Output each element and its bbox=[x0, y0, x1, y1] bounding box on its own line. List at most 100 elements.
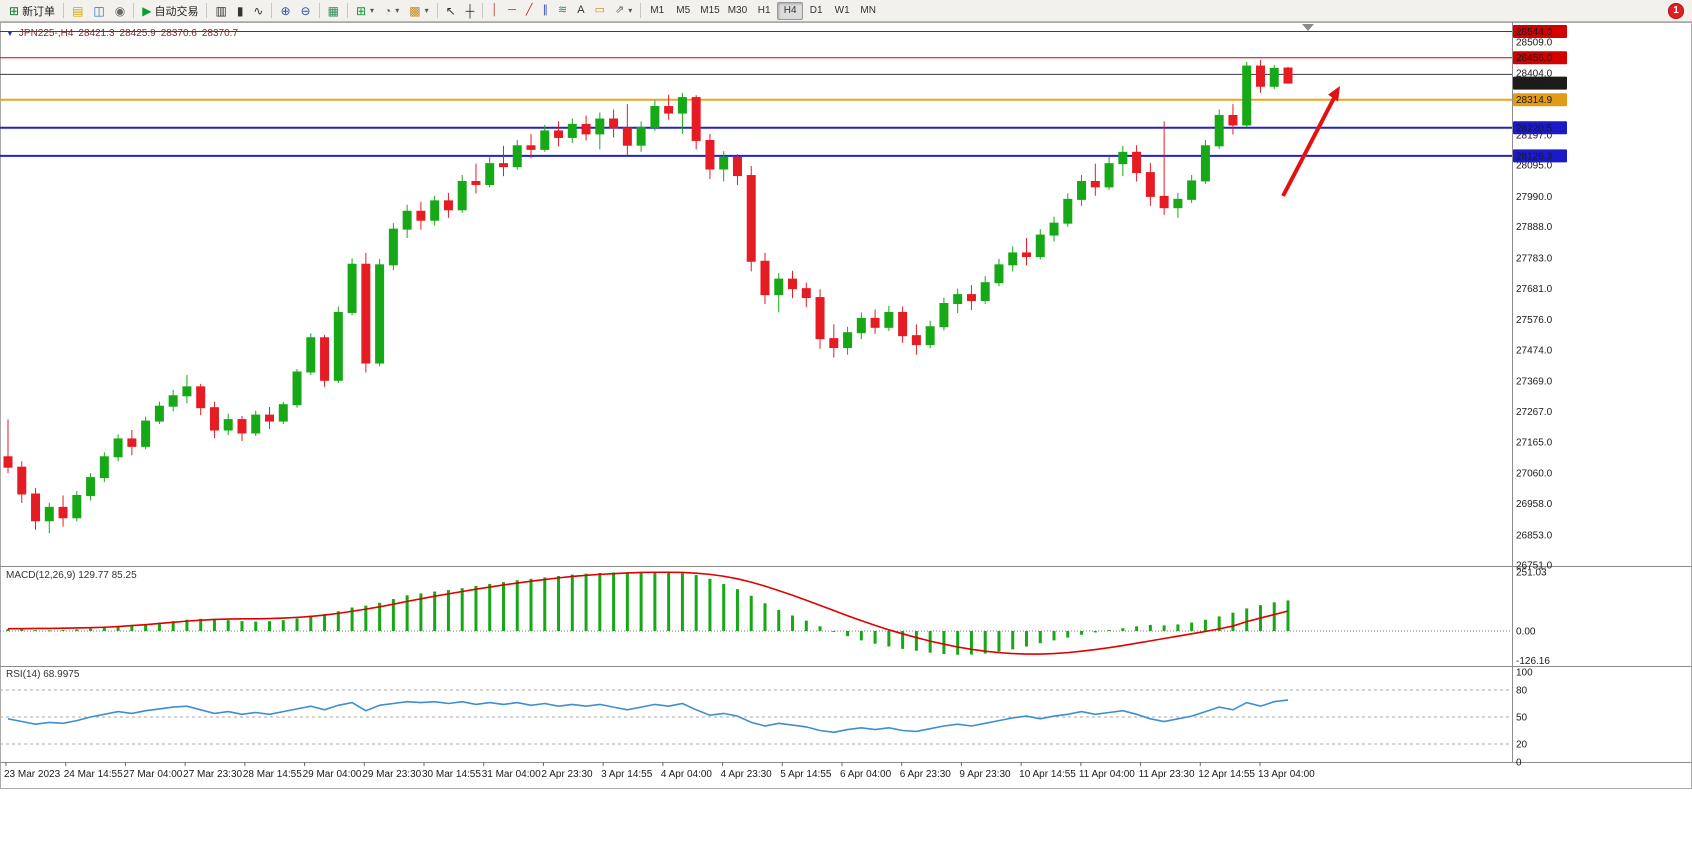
svg-text:11 Apr 23:30: 11 Apr 23:30 bbox=[1139, 769, 1195, 780]
tile-windows-icon: ▦ bbox=[327, 3, 339, 18]
add-indicator-icon: ⊞ bbox=[355, 3, 367, 18]
svg-text:28404.0: 28404.0 bbox=[1516, 69, 1553, 80]
svg-text:31 Mar 04:00: 31 Mar 04:00 bbox=[482, 769, 541, 780]
fibonacci-tool-button[interactable]: ≋ bbox=[553, 1, 572, 20]
price-badge bbox=[1513, 25, 1567, 39]
svg-text:27267.0: 27267.0 bbox=[1516, 407, 1553, 418]
level-lines[interactable] bbox=[0, 31, 1512, 157]
svg-text:27369.0: 27369.0 bbox=[1516, 377, 1553, 388]
svg-text:251.03: 251.03 bbox=[1516, 568, 1547, 579]
add-indicator-button[interactable]: ⊞ ▾ bbox=[351, 1, 379, 20]
cursor-tool-button[interactable]: ↖ bbox=[441, 1, 461, 20]
vertical-line-tool-button[interactable]: │ bbox=[486, 1, 503, 20]
zoom-in-button[interactable]: ⊕ bbox=[275, 1, 295, 20]
svg-text:2 Apr 23:30: 2 Apr 23:30 bbox=[541, 769, 593, 780]
channel-tool-button[interactable]: ∥ bbox=[538, 1, 554, 20]
tile-windows-button[interactable]: ▦ bbox=[323, 1, 344, 20]
svg-text:6 Apr 04:00: 6 Apr 04:00 bbox=[840, 769, 892, 780]
toolbar-separator bbox=[206, 3, 208, 18]
svg-text:28509.0: 28509.0 bbox=[1516, 37, 1553, 48]
timeframe-w1-button[interactable]: W1 bbox=[829, 2, 855, 20]
candles[interactable] bbox=[3, 60, 1293, 534]
arrows-shapes-icon: ⇗ bbox=[615, 4, 625, 16]
svg-text:4 Apr 04:00: 4 Apr 04:00 bbox=[661, 769, 713, 780]
svg-text:27474.0: 27474.0 bbox=[1516, 345, 1553, 356]
rsi-panel[interactable]: 100 80 50 20 0 bbox=[0, 668, 1533, 769]
svg-text:27990.0: 27990.0 bbox=[1516, 192, 1553, 203]
svg-text:13 Apr 04:00: 13 Apr 04:00 bbox=[1258, 769, 1315, 780]
template-button[interactable]: ▩ ▾ bbox=[404, 1, 433, 20]
candlestick-mode-button[interactable]: ▮ bbox=[232, 1, 249, 20]
timeframe-mn-button[interactable]: MN bbox=[855, 2, 881, 20]
ohlc-close: 28370.7 bbox=[201, 28, 239, 39]
svg-text:10 Apr 14:55: 10 Apr 14:55 bbox=[1019, 769, 1076, 780]
new-chart-button[interactable]: ▤ bbox=[67, 1, 88, 20]
cursor-icon: ↖ bbox=[445, 3, 456, 18]
channel-icon: ∥ bbox=[542, 4, 549, 16]
svg-text:28370.7: 28370.7 bbox=[1516, 79, 1553, 90]
line-chart-mode-button[interactable]: ∿ bbox=[248, 1, 268, 20]
new-order-button[interactable]: ⊞ 新订单 bbox=[4, 1, 60, 20]
trendline-tool-button[interactable]: ╱ bbox=[521, 1, 538, 20]
macd-panel[interactable]: 251.03 0.00 -126.16 bbox=[0, 568, 1550, 668]
annotations bbox=[1281, 24, 1340, 197]
timeframe-m1-button[interactable]: M1 bbox=[644, 2, 670, 20]
chart-frame bbox=[0, 22, 1692, 789]
navigator-button[interactable]: ◉ bbox=[110, 1, 130, 20]
profiles-button[interactable]: ◫ bbox=[88, 1, 109, 20]
chevron-down-icon: ▾ bbox=[628, 6, 633, 15]
timeframe-m30-button[interactable]: M30 bbox=[724, 2, 751, 20]
crosshair-tool-button[interactable]: ┼ bbox=[461, 1, 480, 20]
svg-text:27576.0: 27576.0 bbox=[1516, 315, 1553, 326]
period-button[interactable]: ◔ ▾ bbox=[379, 1, 404, 20]
rsi-indicator-label: RSI(14) 68.9975 bbox=[6, 669, 80, 680]
autotrading-button[interactable]: ▶ 自动交易 bbox=[137, 1, 203, 20]
navigator-icon: ◉ bbox=[114, 3, 126, 18]
timeframe-d1-button[interactable]: D1 bbox=[803, 2, 829, 20]
svg-text:5 Apr 14:55: 5 Apr 14:55 bbox=[780, 769, 832, 780]
toolbar-separator bbox=[436, 3, 438, 18]
svg-text:28314.9: 28314.9 bbox=[1516, 95, 1553, 106]
shapes-tool-button[interactable]: ⇗ ▾ bbox=[610, 1, 637, 20]
macd-signal-line bbox=[8, 571, 1289, 655]
svg-text:27165.0: 27165.0 bbox=[1516, 437, 1553, 448]
timeframe-m15-button[interactable]: M15 bbox=[696, 2, 723, 20]
svg-text:27783.0: 27783.0 bbox=[1516, 253, 1553, 264]
time-axis[interactable]: 23 Mar 2023 24 Mar 14:55 27 Mar 04:00 27 Ma… bbox=[4, 762, 1315, 780]
price-badge bbox=[1513, 51, 1567, 65]
horizontal-line-icon: ─ bbox=[508, 4, 516, 16]
label-tool-button[interactable]: ▭ bbox=[590, 1, 610, 20]
svg-text:27681.0: 27681.0 bbox=[1516, 284, 1553, 295]
timeframe-h4-button[interactable]: H4 bbox=[777, 1, 804, 20]
svg-text:9 Apr 23:30: 9 Apr 23:30 bbox=[959, 769, 1011, 780]
svg-text:12 Apr 14:55: 12 Apr 14:55 bbox=[1198, 769, 1255, 780]
macd-indicator-label: MACD(12,26,9) 129.77 85.25 bbox=[6, 570, 137, 581]
bar-chart-mode-button[interactable]: ▥ bbox=[210, 1, 231, 20]
trend-arrow-head bbox=[1328, 86, 1340, 102]
new-order-label: 新订单 bbox=[22, 5, 56, 18]
horizontal-line-tool-button[interactable]: ─ bbox=[503, 1, 521, 20]
svg-text:28220.5: 28220.5 bbox=[1516, 123, 1553, 134]
bar-chart-icon: ▥ bbox=[215, 3, 227, 18]
notifications-badge[interactable]: 1 bbox=[1668, 2, 1684, 19]
svg-text:80: 80 bbox=[1516, 686, 1528, 697]
toolbar-separator bbox=[346, 3, 348, 18]
svg-text:100: 100 bbox=[1516, 668, 1533, 679]
timeframe-h1-button[interactable]: H1 bbox=[751, 2, 777, 20]
zoom-out-button[interactable]: ⊖ bbox=[296, 1, 316, 20]
svg-text:28 Mar 14:55: 28 Mar 14:55 bbox=[243, 769, 302, 780]
svg-text:6 Apr 23:30: 6 Apr 23:30 bbox=[900, 769, 952, 780]
svg-text:27060.0: 27060.0 bbox=[1516, 469, 1553, 480]
symbol-marker-icon: ▼ bbox=[6, 29, 14, 38]
trend-arrow-line bbox=[1281, 97, 1336, 197]
timeframe-m5-button[interactable]: M5 bbox=[670, 2, 696, 20]
price-axis[interactable]: 28509.0 28404.0 28197.0 28095.0 27990.0 27888… bbox=[1513, 25, 1567, 572]
svg-text:27 Mar 04:00: 27 Mar 04:00 bbox=[123, 769, 182, 780]
text-tool-button[interactable]: A bbox=[572, 1, 589, 20]
svg-text:27888.0: 27888.0 bbox=[1516, 222, 1553, 233]
template-icon: ▩ bbox=[409, 3, 421, 18]
line-chart-icon: ∿ bbox=[253, 3, 264, 18]
svg-text:50: 50 bbox=[1516, 713, 1528, 724]
